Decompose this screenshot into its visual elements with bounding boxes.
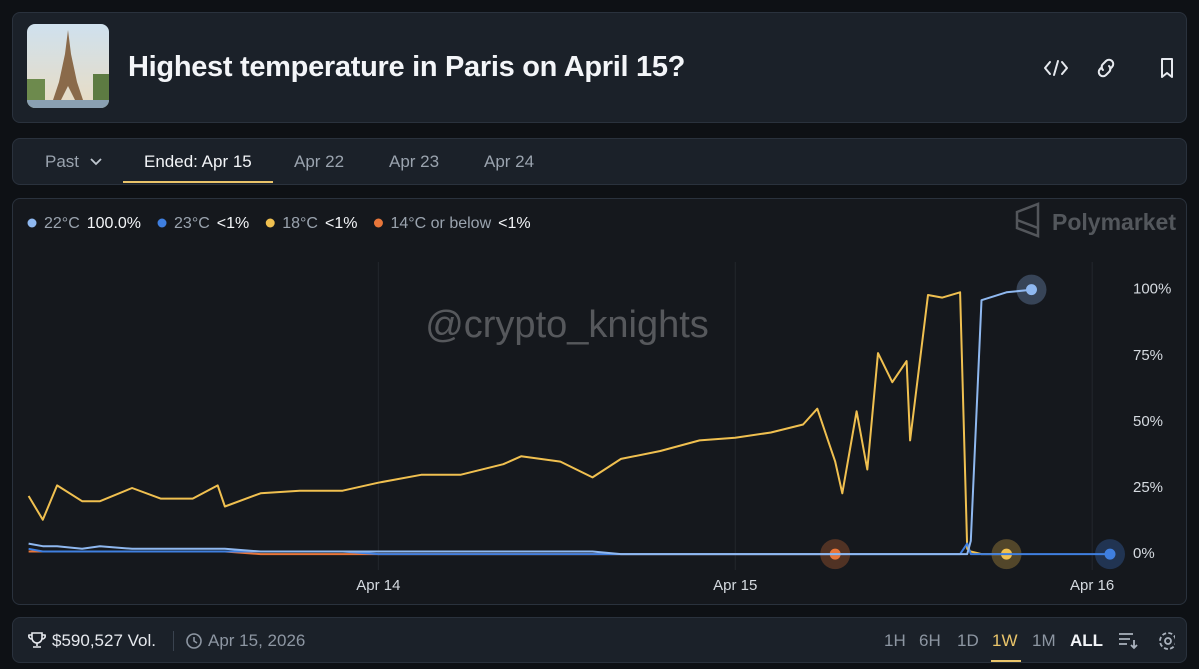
clock-icon — [186, 633, 202, 649]
y-tick-label: 100% — [1133, 281, 1171, 298]
legend-name: 14°C or below — [390, 215, 491, 232]
active-range-underline — [991, 660, 1021, 662]
range-button[interactable]: ALL — [1070, 631, 1104, 650]
date-tab[interactable]: Apr 24 — [484, 152, 535, 171]
y-tick-label: 50% — [1133, 413, 1163, 430]
series-line — [27, 291, 1007, 556]
legend-swatch — [265, 218, 275, 228]
x-tick-label: Apr 16 — [1070, 577, 1114, 594]
end-date: Apr 15, 2026 — [208, 631, 306, 650]
chart-panel — [12, 198, 1187, 605]
trophy-icon — [28, 632, 46, 648]
polymarket-logo — [1015, 202, 1040, 238]
x-tick-label: Apr 14 — [356, 577, 400, 594]
legend-value: 100.0% — [87, 215, 141, 232]
range-button[interactable]: 1H — [884, 631, 906, 650]
y-tick-label: 75% — [1133, 347, 1163, 364]
header-actions — [1044, 58, 1173, 78]
date-tab[interactable]: Apr 23 — [389, 152, 440, 171]
legend-swatch — [157, 218, 167, 228]
range-button[interactable]: 1M — [1032, 631, 1056, 650]
dropdown-chevron — [90, 158, 102, 166]
end-markers — [820, 274, 1125, 570]
settings-button[interactable] — [1159, 632, 1175, 650]
legend-value: <1% — [217, 215, 249, 232]
legend-swatch — [373, 218, 383, 228]
legend-swatch — [27, 218, 37, 228]
series-line — [28, 288, 1032, 556]
footer-tools — [1119, 632, 1175, 650]
watermark-logo-text: Polymarket — [1052, 209, 1176, 235]
grid — [377, 262, 1093, 570]
link-button[interactable] — [1097, 58, 1115, 78]
header-card: Highest temperature in Paris on April 15… — [12, 12, 1187, 123]
legend-name: 22°C — [44, 215, 80, 232]
date-tab[interactable]: Past — [45, 152, 80, 171]
y-tick-label: 0% — [1133, 545, 1155, 562]
x-tick-label: Apr 15 — [713, 577, 757, 594]
date-tab[interactable]: Ended: Apr 15 — [144, 152, 252, 171]
legend-value: <1% — [498, 215, 530, 232]
market-title: Highest temperature in Paris on April 15… — [128, 51, 686, 83]
date-tabs: Past Ended: Apr 15 Apr 22 Apr 23 Apr 24 — [12, 138, 1187, 185]
range-button[interactable]: 1W — [992, 631, 1018, 650]
divider — [173, 631, 174, 651]
watermark-handle: @crypto_knights — [425, 304, 709, 346]
range-button[interactable]: 1D — [957, 631, 979, 650]
legend-name: 18°C — [282, 215, 318, 232]
embed-button[interactable] — [1044, 60, 1068, 76]
y-tick-label: 25% — [1133, 479, 1163, 496]
legend-value: <1% — [325, 215, 357, 232]
footer-bar: $590,527 Vol. Apr 15, 2026 1H 6H 1D 1W 1M ALL — [12, 617, 1187, 663]
date-tab[interactable]: Apr 22 — [294, 152, 345, 171]
bookmark-button[interactable] — [1161, 58, 1173, 78]
active-tab-underline — [123, 181, 273, 183]
thumbnail — [27, 24, 109, 108]
range-button[interactable]: 6H — [919, 631, 941, 650]
legend-name: 23°C — [174, 215, 210, 232]
sort-button[interactable] — [1119, 633, 1138, 650]
volume: $590,527 Vol. — [52, 631, 156, 650]
